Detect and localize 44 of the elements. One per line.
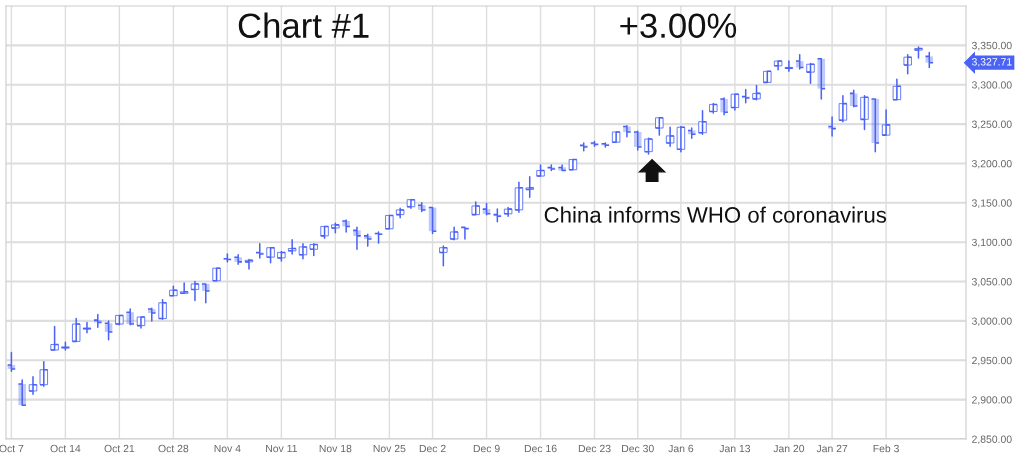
x-tick-label: Jan 27 <box>816 444 848 453</box>
y-tick-label: 3,300.00 <box>971 81 1012 90</box>
x-tick-label: Dec 9 <box>473 444 500 453</box>
x-tick-label: Jan 6 <box>668 444 694 453</box>
y-tick-label: 3,000.00 <box>971 317 1012 327</box>
y-tick-label: 3,150.00 <box>971 199 1012 208</box>
candlestick <box>643 137 654 155</box>
candlestick <box>697 109 708 136</box>
x-tick-label: Feb 3 <box>873 444 899 453</box>
candlestick <box>114 314 124 326</box>
y-tick-label: 2,950.00 <box>972 356 1012 366</box>
candlestick <box>611 131 621 143</box>
y-tick-label: 2,850.00 <box>972 435 1012 445</box>
annotation: +3.00% <box>620 13 737 38</box>
y-tick-label: 3,350.00 <box>971 41 1012 51</box>
x-tick-label: Oct 28 <box>158 444 189 453</box>
x-tick-label: Nov 25 <box>373 444 406 453</box>
x-tick-label: Oct 21 <box>104 444 135 453</box>
x-tick-label: Dec 16 <box>524 444 557 453</box>
y-tick-label: 3,100.00 <box>971 238 1012 248</box>
text: 3,327.71 <box>971 58 1012 67</box>
candlestick <box>438 245 448 267</box>
x-tick-label: Nov 4 <box>214 444 241 453</box>
x-tick-label: Oct 7 <box>0 444 24 453</box>
y-tick-label: 3,050.00 <box>971 278 1012 287</box>
chart-title: Chart #1 <box>238 12 369 38</box>
y-tick-label: 3,200.00 <box>971 159 1012 169</box>
candlestick <box>158 298 168 321</box>
candlestick <box>266 246 276 264</box>
candlestick <box>654 117 664 136</box>
x-tick-label: Nov 18 <box>319 444 352 453</box>
x-tick-label: Jan 20 <box>773 444 805 453</box>
x-tick-label: Dec 23 <box>578 444 611 453</box>
x-tick-label: Jan 13 <box>719 444 751 453</box>
x-tick-label: Dec 30 <box>622 444 654 453</box>
y-tick-label: 3,250.00 <box>971 120 1012 130</box>
x-tick-label: Dec 2 <box>419 444 446 453</box>
x-tick-label: Oct 14 <box>50 444 81 453</box>
candlestick <box>859 94 870 131</box>
annotation: China informs WHO of coronavirus <box>544 206 887 223</box>
x-tick-label: Nov 11 <box>266 444 297 453</box>
candlestick <box>762 70 772 84</box>
candlestick <box>320 225 330 240</box>
y-tick-label: 2,900.00 <box>972 396 1012 405</box>
